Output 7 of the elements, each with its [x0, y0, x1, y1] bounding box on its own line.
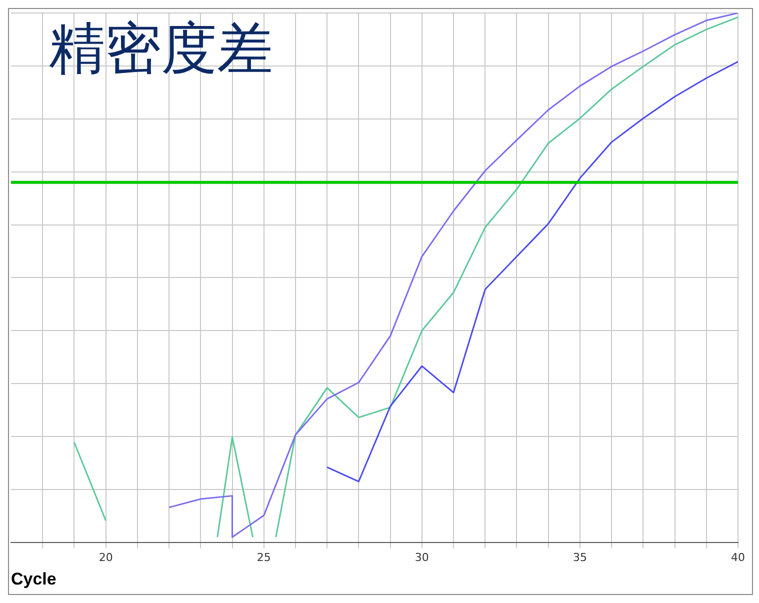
x-tick-label: 40	[731, 550, 745, 564]
x-tick-label: 30	[414, 550, 429, 564]
chart-title: 精密度差	[49, 16, 273, 82]
x-tick-label: 35	[572, 550, 587, 564]
x-tick-label: 25	[256, 550, 271, 564]
x-tick-label: 20	[98, 550, 113, 564]
x-axis-title: Cycle	[11, 569, 56, 588]
